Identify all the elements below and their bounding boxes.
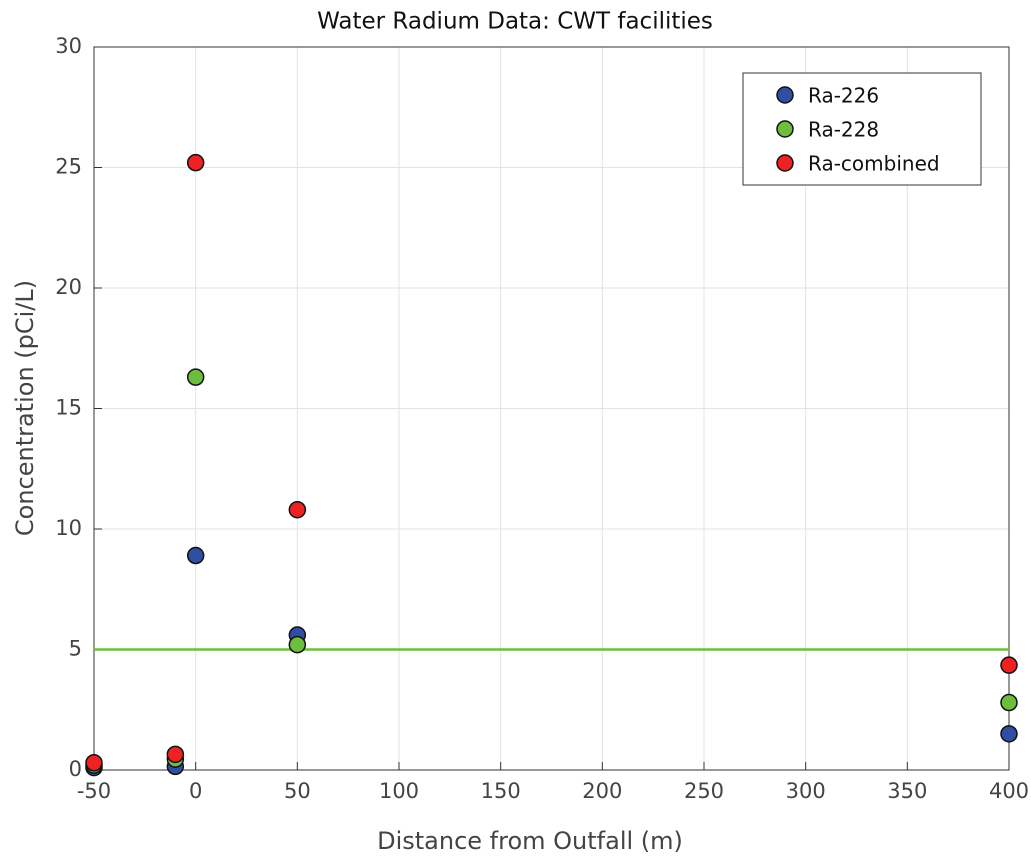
x-tick-label: 50 [284, 779, 311, 803]
point [186, 368, 205, 386]
point [186, 546, 205, 565]
legend-label: Ra-226 [808, 84, 879, 108]
x-tick-label: 250 [684, 779, 724, 803]
legend-marker [776, 154, 794, 172]
y-tick-label: 5 [69, 637, 82, 661]
point [1000, 656, 1018, 674]
point [1000, 725, 1018, 743]
point [186, 153, 205, 172]
y-tick-label: 0 [69, 757, 82, 781]
x-tick-label: -50 [77, 779, 111, 803]
chart-title: Water Radium Data: CWT facilities [317, 9, 713, 35]
point [1000, 693, 1018, 712]
point [288, 500, 307, 519]
y-tick-label: 25 [55, 155, 82, 179]
x-tick-label: 150 [481, 779, 521, 803]
point [288, 635, 307, 654]
x-tick-label: 100 [379, 779, 419, 803]
x-tick-label: 350 [887, 779, 927, 803]
y-tick-label: 15 [55, 396, 82, 420]
legend-label: Ra-combined [808, 152, 940, 176]
legend-marker [776, 86, 794, 104]
x-axis-label: Distance from Outfall (m) [377, 827, 683, 855]
x-tick-label: 300 [786, 779, 826, 803]
point [85, 754, 103, 772]
legend-label: Ra-228 [808, 118, 879, 142]
y-tick-label: 30 [55, 34, 82, 58]
x-tick-label: 400 [989, 779, 1029, 803]
y-tick-label: 20 [55, 275, 82, 299]
x-tick-label: 0 [189, 779, 202, 803]
y-tick-label: 10 [55, 516, 82, 540]
legend-marker [776, 120, 794, 138]
point [166, 745, 185, 764]
x-tick-label: 200 [582, 779, 622, 803]
plot-frame [93, 46, 1010, 771]
y-axis-label: Concentration (pCi/L) [11, 280, 39, 536]
